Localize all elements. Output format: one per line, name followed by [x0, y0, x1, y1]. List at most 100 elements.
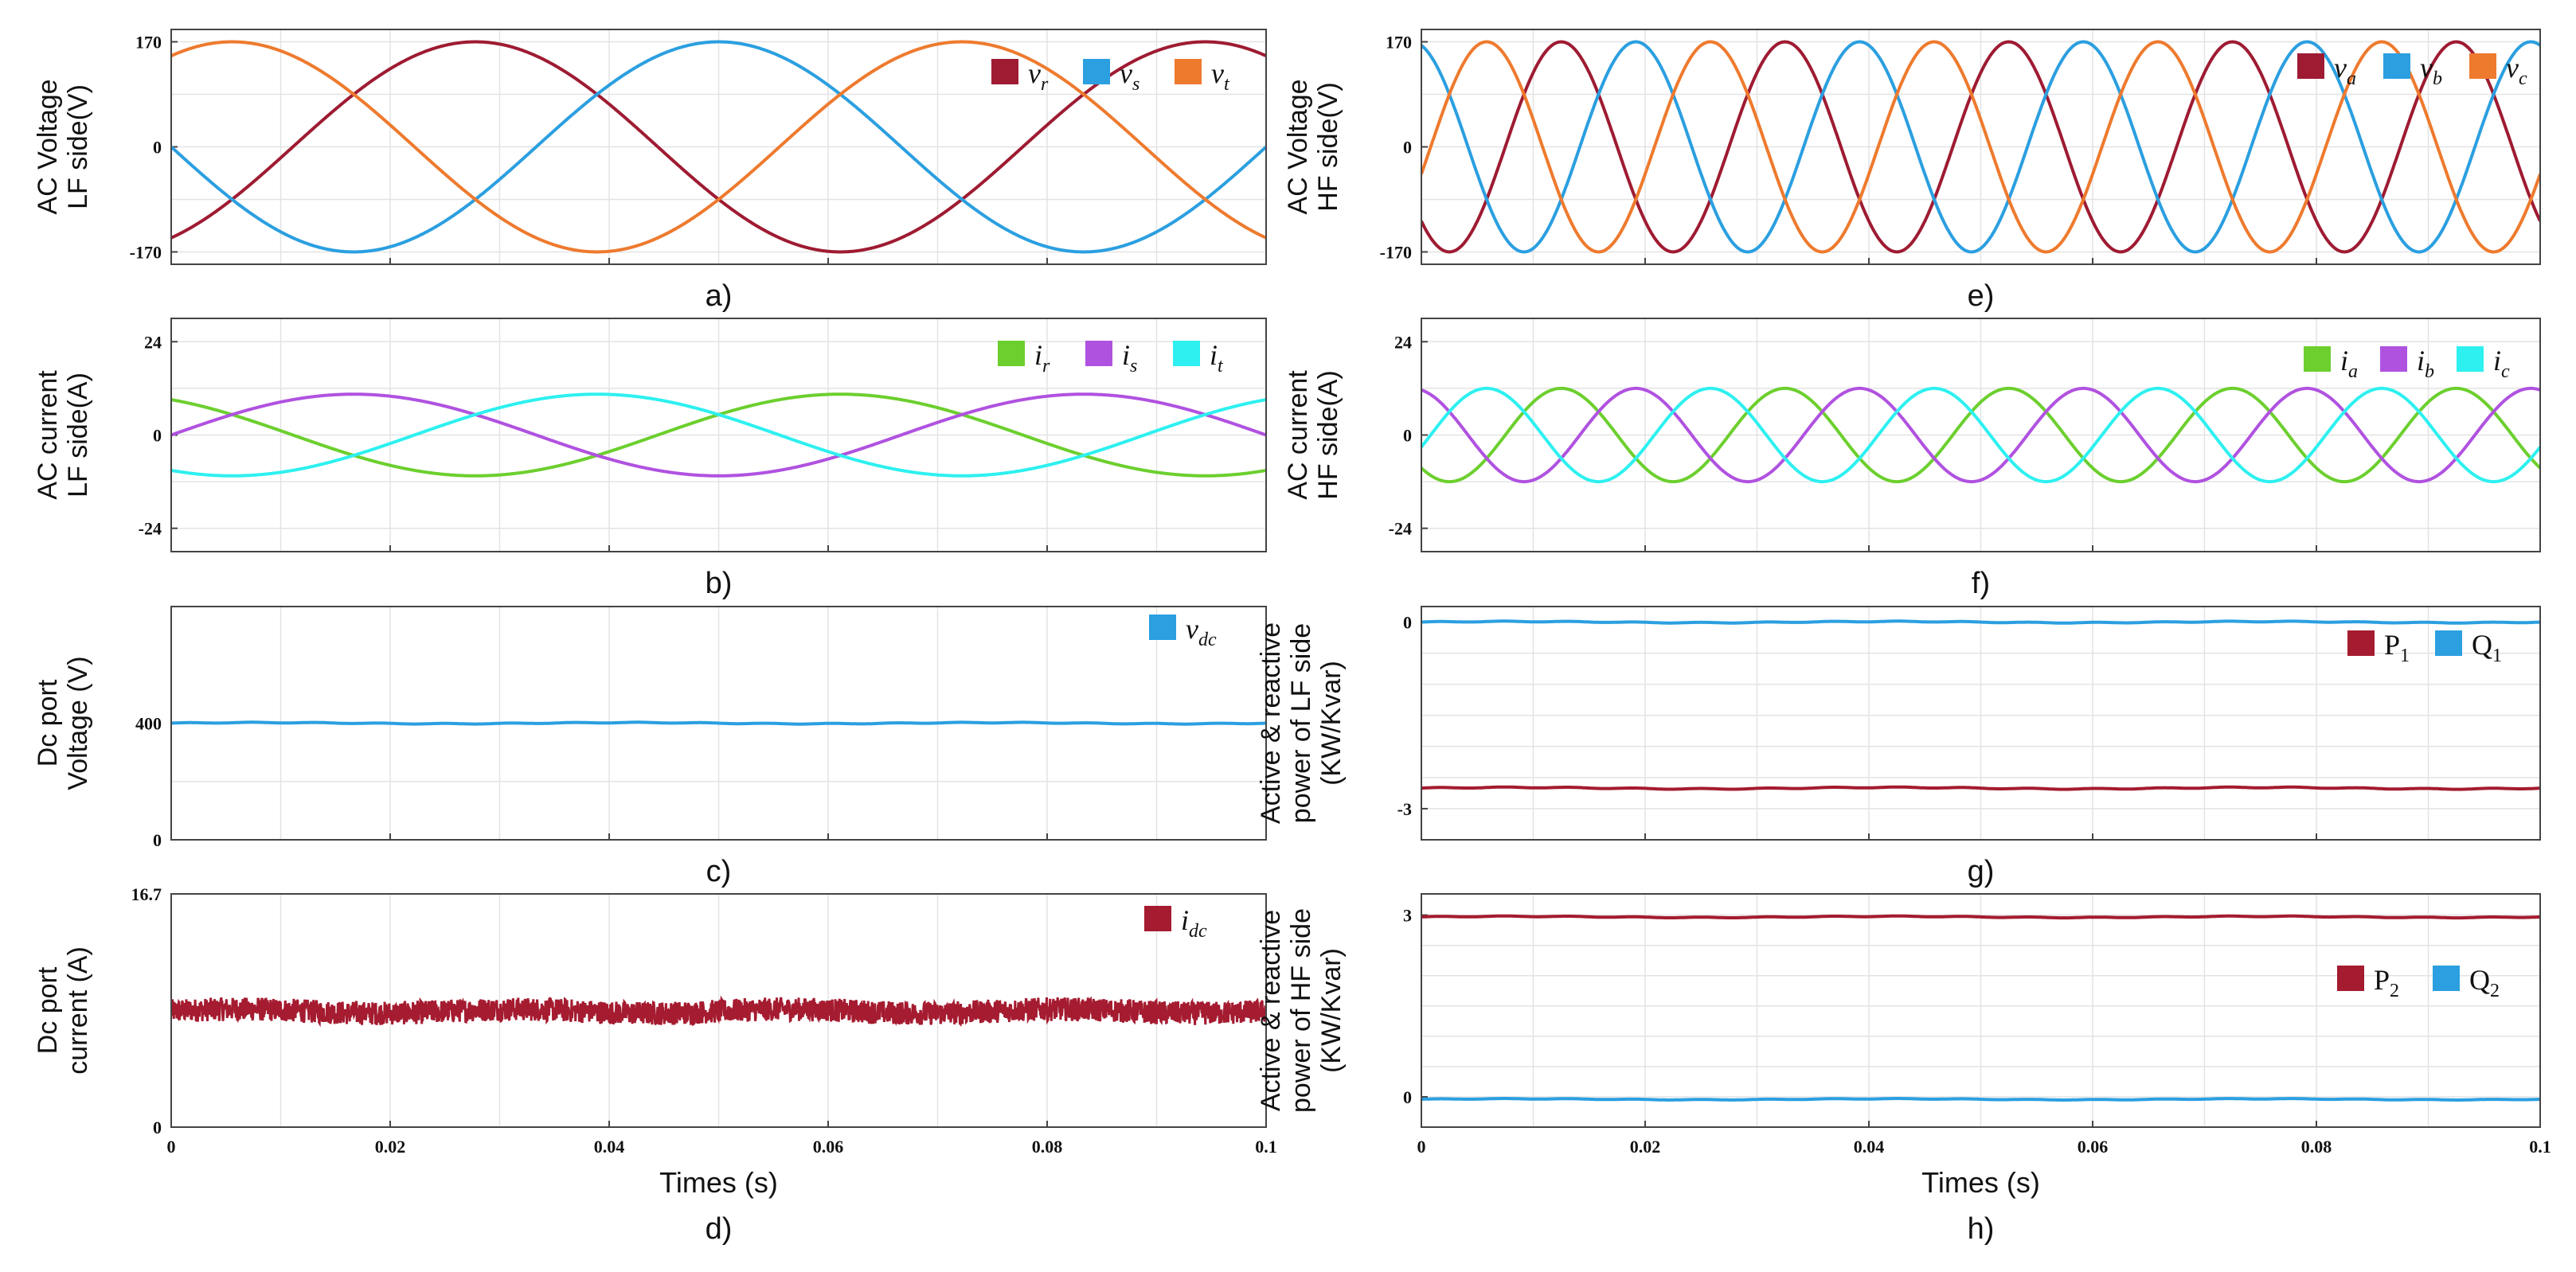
y-tick-label: 400 — [135, 714, 162, 734]
y-tick-label: -170 — [1380, 242, 1412, 262]
legend: idc — [1144, 904, 1207, 942]
legend: P2 Q2 — [2337, 964, 2500, 1001]
panel-f: 24 0 -24 AC current HF side(A) f) ia ib ic — [1283, 318, 2541, 600]
legend-swatch — [2297, 53, 2324, 79]
series-ia — [1421, 386, 2540, 484]
y-axis-label: Voltage (V) — [63, 656, 93, 790]
y-axis-label: HF side(A) — [1313, 370, 1343, 499]
x-tick-label: 0.1 — [2529, 1137, 2551, 1157]
legend-label: it — [1210, 339, 1224, 377]
y-tick-label: 3 — [1403, 906, 1412, 926]
y-tick-label: 0 — [1403, 613, 1412, 633]
legend-label: va — [2334, 52, 2356, 89]
x-tick-label: 0.02 — [1630, 1137, 1661, 1157]
y-tick-label: 24 — [144, 332, 162, 352]
panel-d: 16.7 00 0.02 0.04 0.06 0.08 0.1 Dc port current … — [33, 884, 1277, 1246]
y-axis-label: AC Voltage — [33, 79, 63, 214]
panel-c: 400 0 Dc port Voltage (V) c) vdc — [33, 606, 1267, 888]
y-axis-label: LF side(V) — [63, 84, 93, 209]
plot-frame — [170, 318, 1267, 552]
panel-a: 170 0 -170 AC Voltage LF side(V) a) vr vs vt — [33, 29, 1267, 313]
legend-label: vc — [2506, 52, 2527, 89]
series-P1 — [1421, 785, 2540, 791]
legend-label: vdc — [1186, 613, 1217, 650]
legend-swatch — [998, 341, 1025, 366]
legend-swatch — [2347, 630, 2375, 656]
plot-frame — [170, 606, 1267, 841]
panel-caption: a) — [706, 279, 733, 313]
x-tick-label: 0.08 — [1032, 1137, 1063, 1157]
y-tick-label: 0 — [1403, 426, 1412, 446]
y-axis-label: HF side(V) — [1313, 82, 1343, 211]
legend-swatch — [1085, 341, 1112, 366]
panel-caption: d) — [706, 1212, 733, 1246]
y-tick-label: 170 — [1386, 33, 1412, 53]
legend-swatch — [1083, 59, 1110, 84]
y-tick-label: -170 — [130, 242, 162, 262]
series-vdc — [171, 720, 1266, 726]
y-tick-label: 0 — [1403, 1087, 1412, 1107]
legend-label: ib — [2417, 345, 2434, 382]
y-tick-label: 16.7 — [131, 884, 162, 904]
y-axis-label: Dc port — [33, 966, 63, 1054]
x-tick-label: 0.04 — [1854, 1137, 1885, 1157]
y-tick-label: 0 — [1403, 138, 1412, 158]
series-ic — [1421, 386, 2540, 484]
panel-caption: g) — [1968, 855, 1995, 888]
series-is — [171, 392, 1266, 478]
legend-swatch — [2380, 346, 2407, 372]
legend: ir is it — [998, 339, 1224, 377]
plot-frame — [1421, 606, 2541, 841]
legend-label: vb — [2420, 52, 2442, 89]
legend-label: Q2 — [2469, 964, 2500, 1001]
series-vt — [171, 40, 1266, 254]
legend-label: ir — [1034, 339, 1050, 377]
legend-swatch — [1175, 59, 1202, 84]
y-tick-label: -24 — [139, 519, 162, 539]
plot-frame — [1421, 318, 2541, 552]
legend-swatch — [2469, 53, 2496, 79]
series-it — [171, 392, 1266, 478]
legend-label: P1 — [2384, 629, 2410, 666]
y-axis-label: (KW/Kvar) — [1316, 948, 1347, 1073]
y-axis-label: AC current — [1283, 370, 1313, 500]
legend-swatch — [2337, 966, 2364, 991]
legend: P1 Q1 — [2347, 629, 2502, 666]
panel-caption: b) — [706, 567, 733, 600]
legend-label: idc — [1181, 904, 1207, 942]
y-tick-label: 24 — [1394, 332, 1412, 352]
legend-swatch — [2457, 346, 2484, 372]
legend: vdc — [1149, 613, 1217, 650]
y-axis-label: power of HF side — [1286, 908, 1316, 1113]
panel-caption: f) — [1972, 567, 1990, 600]
y-tick-label: 0 — [153, 426, 162, 446]
x-tick-label: 0 — [167, 1137, 176, 1157]
legend: ia ib ic — [2304, 345, 2510, 382]
x-tick-label: 0.08 — [2301, 1137, 2332, 1157]
legend-label: is — [1122, 339, 1137, 377]
panel-h: 3 0 0 0.02 0.04 0.06 0.08 0.1 Active & reactive p… — [1256, 893, 2551, 1246]
legend-label: ic — [2493, 345, 2510, 382]
panel-e: 170 0 -170 AC Voltage HF side(V) e) va vb vc — [1283, 29, 2541, 313]
plot-frame — [170, 29, 1267, 265]
legend-swatch — [2435, 630, 2462, 656]
y-axis-label: LF side(A) — [63, 373, 93, 497]
x-tick-label: 0.1 — [1255, 1137, 1277, 1157]
legend: va vb vc — [2297, 52, 2527, 89]
y-axis-label: Active & reactive — [1256, 622, 1286, 824]
x-tick-label: 0.02 — [375, 1137, 406, 1157]
y-tick-label: 0 — [153, 1118, 162, 1137]
plot-frame — [1421, 29, 2541, 265]
series-Q1 — [1421, 619, 2540, 625]
x-tick-label: 0.04 — [594, 1137, 625, 1157]
legend-swatch — [2433, 966, 2460, 991]
legend-swatch — [1173, 341, 1200, 366]
plot-frame — [170, 893, 1267, 1128]
y-tick-label: 0 — [153, 830, 162, 850]
x-tick-label: 0.06 — [813, 1137, 844, 1157]
y-tick-label: -24 — [1389, 519, 1412, 539]
series-idc — [171, 995, 1266, 1028]
y-axis-label: (KW/Kvar) — [1316, 661, 1347, 786]
series-vc — [1421, 40, 2540, 254]
y-axis-label: current (A) — [63, 946, 93, 1075]
